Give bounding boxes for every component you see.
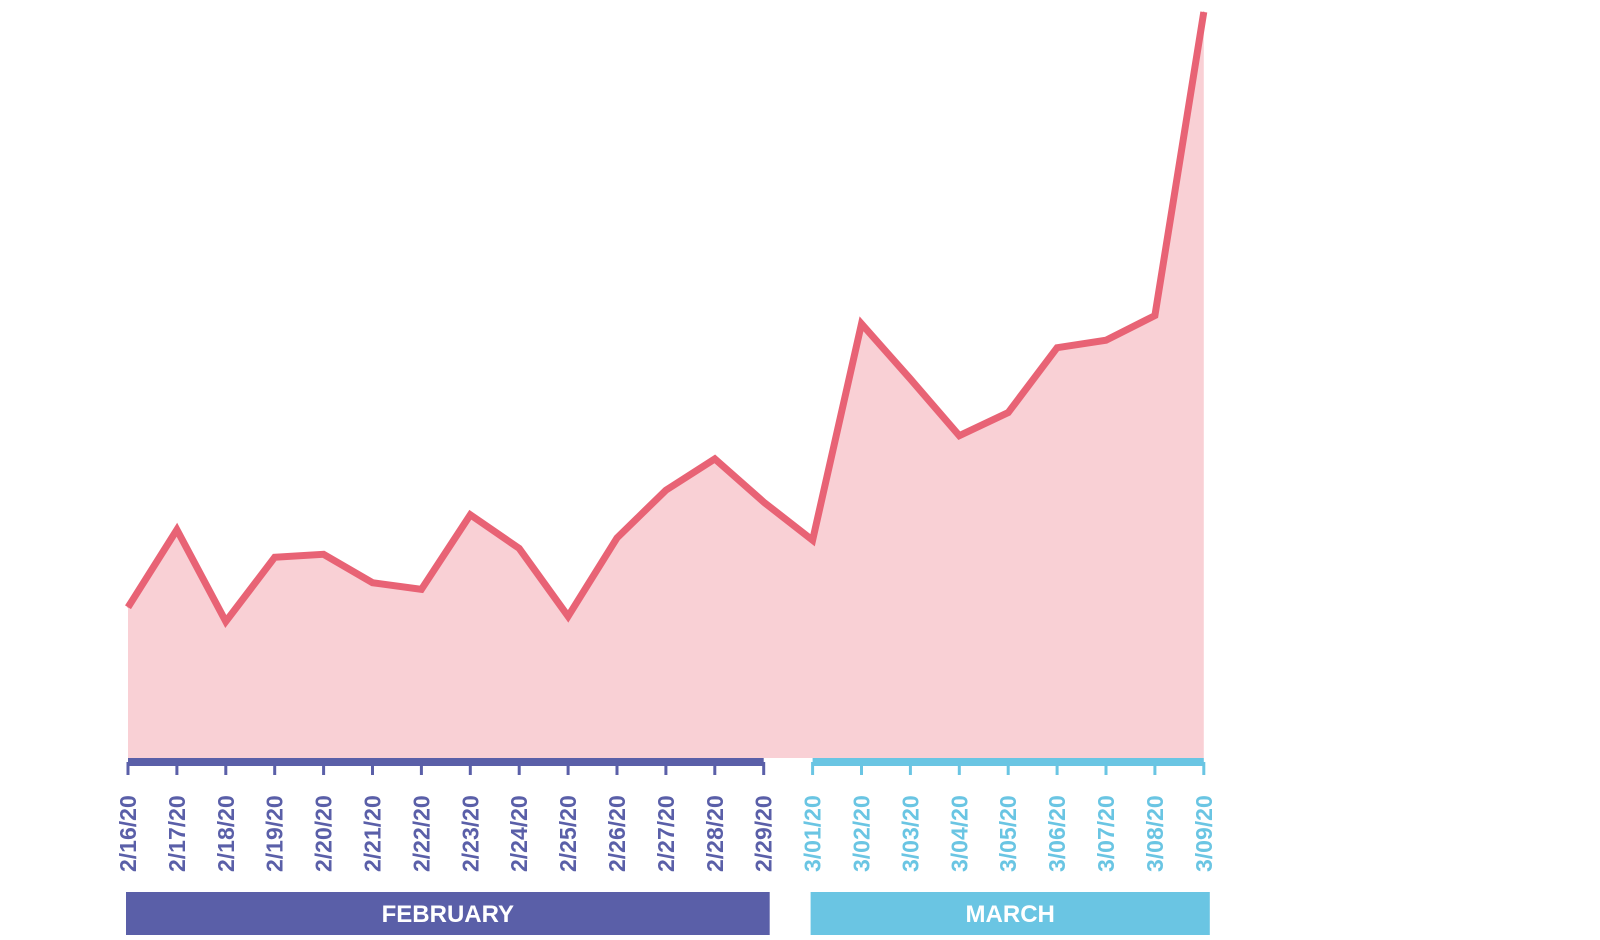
x-tick-label: 3/06/20 — [1044, 795, 1070, 872]
x-tick-label: 2/17/20 — [164, 795, 190, 872]
data-point — [665, 489, 667, 491]
x-tick-label: 3/03/20 — [897, 795, 923, 872]
month-label: MARCH — [966, 901, 1055, 928]
data-point — [323, 553, 325, 555]
x-tick-label: 3/08/20 — [1142, 795, 1168, 872]
data-point — [1203, 11, 1205, 13]
data-point — [567, 615, 569, 617]
data-point — [763, 501, 765, 503]
x-axis — [126, 758, 1206, 775]
data-point — [861, 323, 862, 325]
x-tick-labels: 2/16/20 2/17/20 2/18/20 2/19/20 2/20/20 2/21/… — [115, 795, 1217, 872]
data-point — [958, 435, 960, 437]
x-tick-label: 2/26/20 — [604, 795, 630, 872]
data-point — [714, 458, 716, 460]
data-point — [225, 620, 227, 622]
x-tick-label: 2/21/20 — [360, 795, 386, 872]
data-point — [1105, 339, 1107, 341]
data-point — [372, 582, 373, 584]
x-tick-label: 2/28/20 — [702, 795, 728, 872]
data-point — [616, 537, 618, 539]
data-point — [518, 547, 520, 549]
data-point — [420, 588, 422, 590]
x-tick-label: 2/22/20 — [408, 795, 434, 872]
month-band-march — [810, 892, 1210, 936]
x-tick-label: 2/24/20 — [506, 795, 532, 872]
x-tick-label: 3/04/20 — [946, 795, 972, 872]
data-point — [909, 378, 911, 380]
data-point — [469, 514, 471, 516]
data-point — [1154, 315, 1156, 317]
area-fill — [128, 12, 1204, 758]
x-tick-label: 3/01/20 — [800, 795, 826, 872]
data-point — [274, 556, 276, 558]
x-tick-label: 2/19/20 — [262, 795, 288, 872]
data-point — [127, 606, 129, 608]
x-tick-label: 2/29/20 — [751, 795, 777, 872]
data-point — [176, 529, 178, 531]
area-layer — [125, 11, 1208, 758]
x-tick-label: 2/20/20 — [311, 795, 337, 872]
month-band-february — [126, 892, 770, 936]
month-bands: FEBRUARY MARCH — [126, 892, 1210, 936]
data-point — [1056, 347, 1058, 349]
x-tick-label: 3/09/20 — [1191, 795, 1217, 872]
month-label: FEBRUARY — [382, 901, 514, 928]
x-tick-label: 3/05/20 — [995, 795, 1021, 872]
x-tick-label: 2/27/20 — [653, 795, 679, 872]
x-tick-label: 2/25/20 — [555, 795, 581, 872]
data-point — [812, 539, 814, 541]
x-tick-label: 3/07/20 — [1093, 795, 1119, 872]
x-tick-label: 2/23/20 — [457, 795, 483, 872]
x-tick-label: 2/16/20 — [115, 795, 141, 872]
x-tick-label: 2/18/20 — [213, 795, 239, 872]
x-tick-label: 3/02/20 — [849, 795, 875, 872]
data-point — [1007, 412, 1009, 414]
